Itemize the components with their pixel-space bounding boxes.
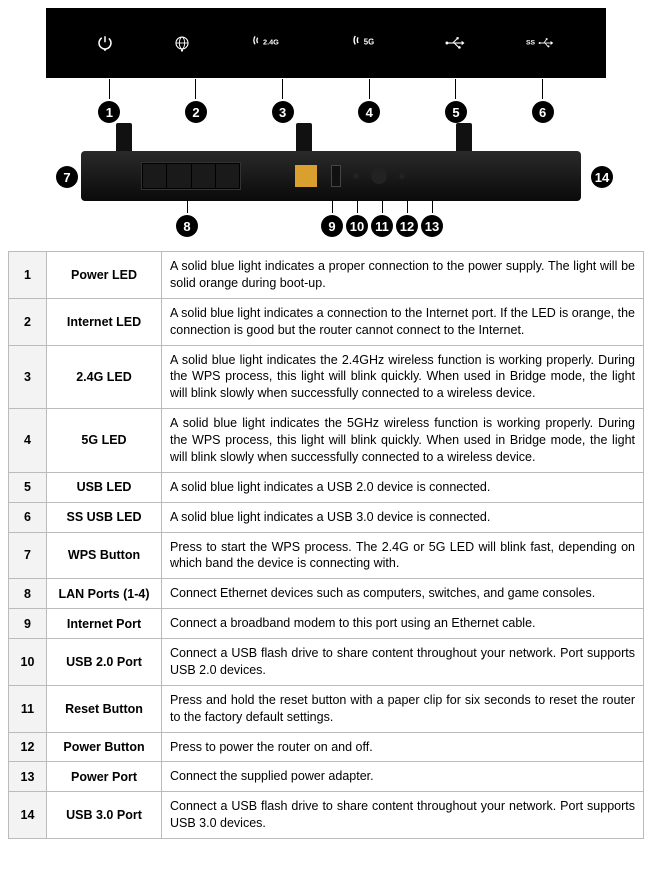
callout-12: 12 — [396, 201, 418, 237]
row-name: WPS Button — [47, 532, 162, 579]
row-number: 12 — [9, 732, 47, 762]
row-name: 5G LED — [47, 409, 162, 473]
table-row: 1Power LEDA solid blue light indicates a… — [9, 252, 644, 299]
power-led-icon — [96, 34, 114, 52]
table-row: 2Internet LEDA solid blue light indicate… — [9, 298, 644, 345]
power-button-icon — [371, 168, 387, 184]
row-description: A solid blue light indicates a connectio… — [162, 298, 644, 345]
callout-2: 2 — [185, 79, 207, 123]
row-name: USB 2.0 Port — [47, 639, 162, 686]
usb2-port-icon — [331, 165, 341, 187]
table-row: 32.4G LEDA solid blue light indicates th… — [9, 345, 644, 409]
lan-ports-icon — [141, 162, 241, 190]
ss-usb-led-icon: SS — [526, 34, 556, 52]
table-row: 13Power PortConnect the supplied power a… — [9, 762, 644, 792]
table-row: 45G LEDA solid blue light indicates the … — [9, 409, 644, 473]
row-description: Press to power the router on and off. — [162, 732, 644, 762]
row-name: Power Port — [47, 762, 162, 792]
row-name: 2.4G LED — [47, 345, 162, 409]
table-row: 10USB 2.0 PortConnect a USB flash drive … — [9, 639, 644, 686]
callout-13: 13 — [421, 201, 443, 237]
front-led-panel: 2.4G 5G SS — [46, 8, 606, 78]
front-callouts: 1 2 3 4 5 6 — [46, 78, 606, 123]
row-name: USB LED — [47, 472, 162, 502]
row-name: LAN Ports (1-4) — [47, 579, 162, 609]
row-description: A solid blue light indicates the 5GHz wi… — [162, 409, 644, 473]
row-description: Connect a USB flash drive to share conte… — [162, 792, 644, 839]
row-number: 13 — [9, 762, 47, 792]
callout-8: 8 — [176, 201, 198, 237]
row-number: 11 — [9, 685, 47, 732]
callout-1: 1 — [98, 79, 120, 123]
row-name: USB 3.0 Port — [47, 792, 162, 839]
table-row: 11Reset ButtonPress and hold the reset b… — [9, 685, 644, 732]
table-row: 6SS USB LEDA solid blue light indicates … — [9, 502, 644, 532]
callout-4: 4 — [358, 79, 380, 123]
callout-14: 14 — [591, 166, 613, 188]
row-number: 7 — [9, 532, 47, 579]
row-number: 2 — [9, 298, 47, 345]
row-description: Connect a USB flash drive to share conte… — [162, 639, 644, 686]
reset-button-icon — [353, 173, 359, 179]
table-row: 8LAN Ports (1-4)Connect Ethernet devices… — [9, 579, 644, 609]
row-number: 5 — [9, 472, 47, 502]
row-number: 6 — [9, 502, 47, 532]
power-port-icon — [399, 173, 405, 179]
callout-10: 10 — [346, 201, 368, 237]
internet-led-icon — [173, 34, 191, 52]
antenna-icon — [296, 123, 312, 153]
callout-7: 7 — [56, 166, 78, 188]
reference-table: 1Power LEDA solid blue light indicates a… — [8, 251, 644, 839]
callout-3: 3 — [272, 79, 294, 123]
row-number: 1 — [9, 252, 47, 299]
table-row: 14USB 3.0 PortConnect a USB flash drive … — [9, 792, 644, 839]
router-body — [81, 151, 581, 201]
callout-5: 5 — [445, 79, 467, 123]
svg-text:2.4G: 2.4G — [263, 37, 279, 46]
callout-9: 9 — [321, 201, 343, 237]
table-row: 7WPS ButtonPress to start the WPS proces… — [9, 532, 644, 579]
callout-6: 6 — [532, 79, 554, 123]
row-description: Press to start the WPS process. The 2.4G… — [162, 532, 644, 579]
row-name: Power Button — [47, 732, 162, 762]
row-name: Internet Port — [47, 609, 162, 639]
table-row: 5USB LEDA solid blue light indicates a U… — [9, 472, 644, 502]
row-number: 10 — [9, 639, 47, 686]
row-description: Connect the supplied power adapter. — [162, 762, 644, 792]
row-name: Reset Button — [47, 685, 162, 732]
row-number: 3 — [9, 345, 47, 409]
usb-led-icon — [444, 34, 466, 52]
row-number: 4 — [9, 409, 47, 473]
row-description: Press and hold the reset button with a p… — [162, 685, 644, 732]
svg-text:5G: 5G — [364, 37, 374, 46]
row-name: SS USB LED — [47, 502, 162, 532]
wifi-5g-led-icon: 5G — [351, 34, 385, 52]
row-description: Connect a broadband modem to this port u… — [162, 609, 644, 639]
row-name: Internet LED — [47, 298, 162, 345]
callout-11: 11 — [371, 201, 393, 237]
row-name: Power LED — [47, 252, 162, 299]
table-row: 9Internet PortConnect a broadband modem … — [9, 609, 644, 639]
row-description: A solid blue light indicates the 2.4GHz … — [162, 345, 644, 409]
antenna-icon — [116, 123, 132, 153]
svg-text:SS: SS — [526, 39, 536, 46]
row-description: A solid blue light indicates a proper co… — [162, 252, 644, 299]
antenna-icon — [456, 123, 472, 153]
row-description: A solid blue light indicates a USB 3.0 d… — [162, 502, 644, 532]
row-description: Connect Ethernet devices such as compute… — [162, 579, 644, 609]
row-description: A solid blue light indicates a USB 2.0 d… — [162, 472, 644, 502]
row-number: 8 — [9, 579, 47, 609]
row-number: 14 — [9, 792, 47, 839]
wifi-24g-led-icon: 2.4G — [251, 34, 291, 52]
internet-port-icon — [295, 165, 317, 187]
rear-panel-diagram: 7 8 9 10 11 12 13 14 — [16, 141, 636, 241]
row-number: 9 — [9, 609, 47, 639]
table-row: 12Power ButtonPress to power the router … — [9, 732, 644, 762]
